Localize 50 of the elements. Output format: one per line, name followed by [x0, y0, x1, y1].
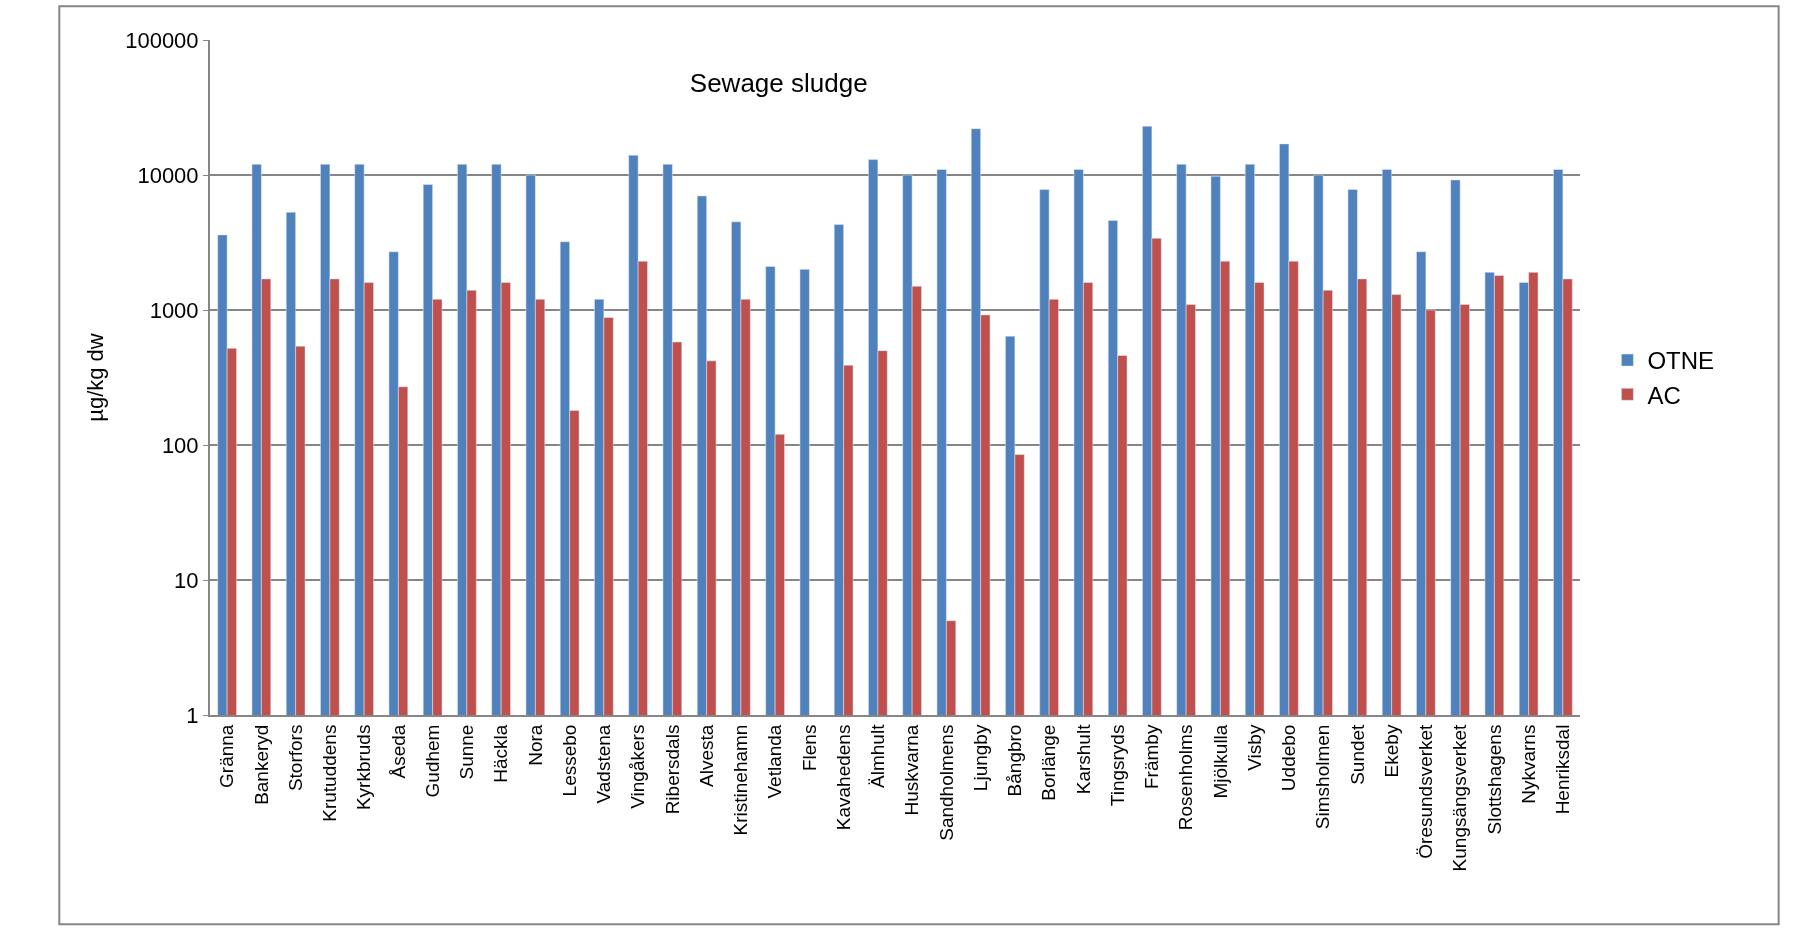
legend-label: OTNE — [1647, 347, 1715, 375]
x-tick-label: Krutuddens — [319, 724, 341, 822]
x-tick-label: Kungsängsverket — [1449, 723, 1471, 872]
x-tick-label: Åseda — [387, 724, 409, 779]
x-tick-label: Främby — [1141, 724, 1163, 790]
x-tick-label: Simsholmen — [1312, 724, 1334, 830]
x-tick-label: Häckla — [490, 724, 512, 783]
x-tick-label: Älmhult — [867, 723, 889, 788]
x-tick-label: Kyrkbruds — [353, 724, 375, 811]
x-tick-label: Ljungby — [969, 724, 991, 792]
x-tick-label: Sundet — [1346, 723, 1368, 785]
y-tick-label: 100000 — [125, 27, 199, 53]
x-tick-label: Vingåkers — [627, 724, 649, 809]
x-tick-label: Ekeby — [1380, 724, 1402, 778]
x-tick-label: Mjölkulla — [1209, 724, 1231, 799]
x-tick-label: Gudhem — [421, 724, 443, 798]
x-tick-label: Lessebo — [558, 724, 580, 797]
x-tick-label: Slottshagens — [1483, 724, 1505, 835]
x-tick-label: Sandholmens — [935, 724, 957, 841]
x-tick-label: Nora — [524, 724, 546, 766]
x-tick-label: Bångbro — [1004, 724, 1026, 797]
y-tick-label: 10 — [174, 567, 199, 593]
x-tick-label: Kavahedens — [832, 724, 854, 831]
x-tick-label: Nykvarns — [1517, 724, 1539, 804]
x-tick-label: Sunne — [456, 724, 478, 780]
x-tick-label: Alvesta — [695, 724, 717, 787]
x-tick-label: Visby — [1243, 724, 1265, 771]
x-tick-label: Flens — [798, 724, 820, 772]
x-tick-label: Storfors — [284, 724, 306, 792]
y-tick-label: 100 — [161, 432, 199, 458]
x-tick-label: Uddebo — [1278, 724, 1300, 792]
legend-label: AC — [1647, 381, 1681, 409]
x-tick-label: Karshult — [1072, 723, 1094, 795]
x-tick-label: Vetlanda — [764, 724, 786, 799]
x-tick-label: Huskvarna — [901, 724, 923, 816]
x-tick-label: Ribersdals — [661, 724, 683, 815]
y-axis-title: µg/kg dw — [83, 333, 109, 422]
x-tick-label: Kristinehamn — [730, 724, 752, 836]
x-tick-label: Tingsryds — [1106, 724, 1128, 807]
x-tick-label: Borlänge — [1038, 724, 1060, 801]
x-tick-label: Öresundsverket — [1415, 723, 1437, 859]
x-tick-label: Vadstena — [593, 724, 615, 804]
y-tick-label: 10000 — [137, 162, 199, 188]
x-tick-label: Rosenholms — [1175, 724, 1197, 831]
x-tick-label: Bankeryd — [250, 724, 272, 805]
x-tick-label: Gränna — [216, 724, 238, 788]
y-tick-label: 1 — [186, 702, 199, 728]
y-tick-label: 1000 — [149, 297, 199, 323]
x-tick-label: Henriksdal — [1552, 724, 1574, 815]
text: Sewage sludge — [689, 68, 868, 99]
